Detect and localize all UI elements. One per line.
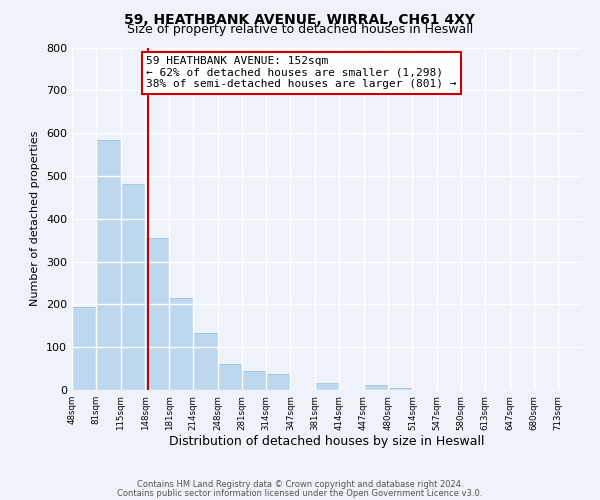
Bar bbox=[169, 298, 193, 390]
Y-axis label: Number of detached properties: Number of detached properties bbox=[31, 131, 40, 306]
Text: 59, HEATHBANK AVENUE, WIRRAL, CH61 4XY: 59, HEATHBANK AVENUE, WIRRAL, CH61 4XY bbox=[125, 12, 476, 26]
Bar bbox=[145, 238, 169, 390]
Bar bbox=[72, 308, 96, 390]
Bar bbox=[364, 385, 388, 390]
Bar bbox=[388, 388, 412, 390]
Bar bbox=[316, 382, 340, 390]
Text: Contains HM Land Registry data © Crown copyright and database right 2024.: Contains HM Land Registry data © Crown c… bbox=[137, 480, 463, 489]
Bar bbox=[266, 374, 290, 390]
X-axis label: Distribution of detached houses by size in Heswall: Distribution of detached houses by size … bbox=[169, 436, 485, 448]
Bar bbox=[96, 140, 121, 390]
Bar bbox=[121, 184, 145, 390]
Text: 59 HEATHBANK AVENUE: 152sqm
← 62% of detached houses are smaller (1,298)
38% of : 59 HEATHBANK AVENUE: 152sqm ← 62% of det… bbox=[146, 56, 457, 90]
Bar bbox=[242, 371, 266, 390]
Text: Contains public sector information licensed under the Open Government Licence v3: Contains public sector information licen… bbox=[118, 488, 482, 498]
Bar bbox=[218, 364, 242, 390]
Text: Size of property relative to detached houses in Heswall: Size of property relative to detached ho… bbox=[127, 24, 473, 36]
Bar bbox=[193, 333, 218, 390]
